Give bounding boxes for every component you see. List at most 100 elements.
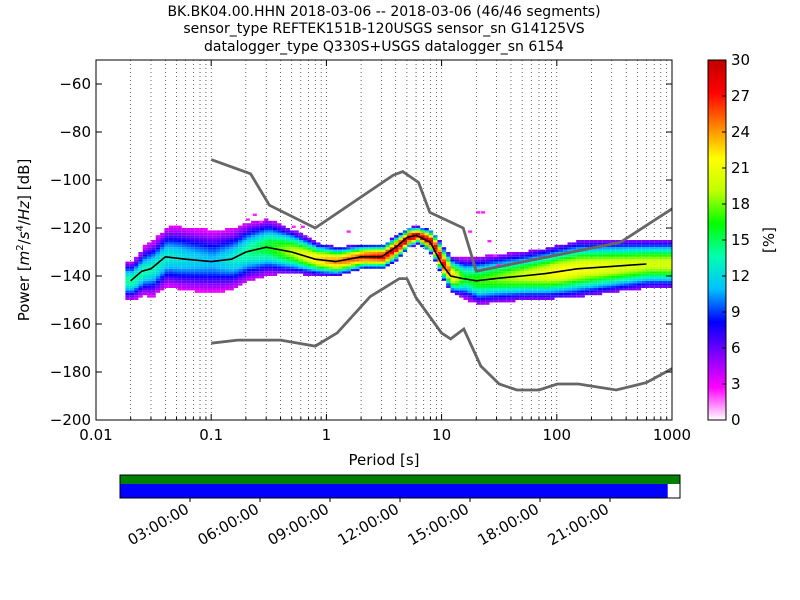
density-cell	[138, 278, 143, 281]
density-cell	[480, 259, 486, 262]
density-cell	[190, 283, 195, 286]
density-cell	[606, 273, 611, 276]
density-cell	[203, 288, 208, 291]
density-cell	[550, 295, 555, 298]
density-cell	[593, 276, 598, 279]
density-cell	[138, 290, 143, 293]
density-cell	[645, 244, 650, 248]
density-cell	[168, 271, 174, 274]
density-cell	[142, 244, 148, 248]
density-cell	[238, 261, 243, 264]
density-cell	[212, 256, 217, 260]
density-cell	[173, 230, 178, 233]
density-cell	[511, 252, 516, 255]
density-cell	[502, 285, 507, 288]
density-cell	[155, 244, 161, 248]
density-cell	[571, 285, 577, 288]
density-cell	[164, 271, 169, 274]
density-cell	[233, 232, 239, 236]
density-cell	[134, 285, 139, 288]
density-cell	[281, 244, 286, 248]
density-cell	[246, 261, 252, 264]
density-cell	[355, 268, 360, 272]
density-cell	[233, 244, 239, 248]
density-cell	[298, 249, 304, 252]
density-cell	[151, 295, 156, 298]
density-cell	[584, 261, 590, 264]
density-cell	[550, 276, 555, 279]
density-cell	[268, 225, 273, 228]
density-cell	[173, 254, 178, 257]
density-cell	[151, 285, 156, 288]
density-cell	[199, 271, 204, 274]
density-cell	[476, 266, 481, 269]
density-cell	[606, 252, 611, 255]
density-cell	[537, 259, 542, 262]
density-cell	[589, 256, 594, 260]
density-cell	[281, 230, 286, 233]
timeline-ticks: 03:00:00 06:00:00 09:00:00 12:00:00 15:00:00…	[125, 498, 612, 549]
density-cell	[160, 244, 165, 248]
density-cell	[632, 266, 637, 269]
density-cell	[602, 288, 607, 291]
density-cell	[147, 252, 152, 255]
density-cell	[320, 249, 325, 252]
density-cell	[498, 278, 503, 281]
density-cell	[654, 278, 659, 281]
density-cell	[277, 240, 282, 243]
density-cell	[645, 266, 650, 269]
density-cell	[476, 261, 481, 264]
density-cell	[428, 244, 434, 248]
density-cell	[268, 273, 273, 276]
density-cell	[610, 264, 616, 267]
density-cell	[168, 244, 174, 248]
density-cell	[593, 264, 598, 267]
density-cell	[472, 273, 477, 276]
density-cell	[649, 244, 655, 248]
density-cell	[519, 264, 525, 267]
density-cell	[589, 249, 594, 252]
density-cell	[550, 280, 555, 284]
density-cell	[147, 254, 152, 257]
density-cell	[281, 268, 286, 272]
density-cell	[229, 235, 234, 238]
density-cell	[597, 273, 603, 276]
density-cell	[602, 242, 607, 245]
density-cell	[160, 254, 165, 257]
density-cell	[316, 247, 321, 250]
density-cell	[203, 252, 208, 255]
density-cell	[168, 240, 174, 243]
density-cell	[307, 237, 312, 240]
density-cell	[320, 273, 325, 276]
density-cell	[554, 259, 559, 262]
density-cell	[177, 268, 182, 272]
density-cell	[233, 237, 239, 240]
density-cell	[567, 295, 572, 298]
density-cell	[459, 271, 464, 274]
colorbar-tick-label: 12	[731, 267, 750, 285]
density-cell	[368, 247, 373, 250]
density-cell	[550, 268, 555, 272]
density-cell	[467, 273, 473, 276]
density-cell	[381, 261, 386, 264]
density-cell	[476, 283, 481, 286]
density-cell	[667, 268, 672, 272]
density-cell	[528, 280, 533, 284]
density-cell	[411, 240, 416, 243]
density-cell	[541, 280, 546, 284]
density-cell	[272, 273, 278, 276]
density-cell	[181, 247, 187, 250]
density-cell	[251, 271, 256, 274]
density-cell	[147, 256, 152, 260]
density-cell	[181, 249, 187, 252]
density-cell	[151, 276, 156, 279]
density-cell	[316, 256, 321, 260]
density-cell	[168, 273, 174, 276]
density-cell	[203, 232, 208, 236]
density-cell	[190, 261, 195, 264]
density-cell	[281, 240, 286, 243]
density-cell	[255, 240, 260, 243]
density-cell	[368, 259, 373, 262]
density-cell	[593, 261, 598, 264]
density-cell	[463, 285, 468, 288]
